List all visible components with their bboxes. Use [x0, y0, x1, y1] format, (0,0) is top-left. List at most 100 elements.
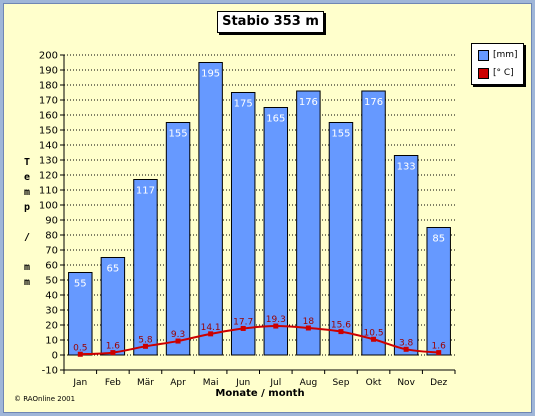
bar-value-label: 133	[397, 162, 416, 173]
legend-swatch-precip	[478, 49, 489, 61]
y-tick-label: 170	[39, 96, 58, 107]
temperature-point	[240, 325, 246, 331]
y-axis-label-char: m	[23, 262, 31, 273]
legend-item-temp: [° C]	[478, 67, 514, 79]
bar	[230, 92, 256, 356]
y-tick-label: 120	[39, 171, 58, 182]
bar-value-label: 85	[432, 234, 445, 245]
legend-label-temp: [° C]	[493, 68, 514, 78]
temperature-point	[208, 331, 214, 337]
bar-value-label: 117	[136, 186, 155, 197]
temperature-value-label: 1.6	[106, 342, 121, 352]
temperature-point	[142, 343, 148, 349]
bar-value-label: 176	[364, 97, 383, 108]
legend: [mm] [° C]	[471, 43, 524, 85]
bar-value-label: 176	[299, 97, 318, 108]
y-axis-label-char: T	[23, 157, 31, 168]
temperature-line	[80, 325, 439, 356]
y-tick-label: 20	[45, 321, 58, 332]
bar	[328, 122, 354, 356]
bar-value-label: 165	[266, 114, 285, 125]
temperature-value-label: 19.3	[266, 315, 286, 325]
y-tick-label: 10	[45, 336, 58, 347]
x-tick-label: Nov	[397, 378, 415, 388]
y-tick-label: 0	[52, 351, 58, 362]
x-tick-label: Jan	[72, 378, 87, 388]
bar	[296, 90, 321, 356]
temperature-value-label: 15.6	[331, 321, 351, 331]
x-axis-label: Monate / month	[215, 388, 305, 399]
bar	[393, 155, 419, 356]
x-tick-label: Dez	[430, 378, 447, 388]
y-axis-label-char: p	[23, 202, 31, 213]
y-tick-label: 80	[45, 231, 58, 242]
plot-area	[64, 55, 455, 370]
x-tick-label: Okt	[366, 378, 382, 388]
bar-value-label: 175	[234, 99, 253, 110]
bar	[426, 227, 451, 356]
temperature-point	[338, 329, 344, 335]
y-tick-label: 30	[45, 306, 58, 317]
legend-label-precip: [mm]	[493, 50, 518, 60]
temperature-value-label: 0.5	[73, 343, 87, 353]
temperature-value-label: 10.5	[364, 328, 384, 338]
y-tick-label: 150	[39, 126, 58, 137]
bar-value-label: 55	[74, 279, 87, 290]
bar	[263, 107, 289, 356]
y-axis-label-char: /	[23, 232, 31, 243]
chart-title: Stabio 353 m	[217, 11, 324, 33]
y-tick-label: 100	[39, 201, 58, 212]
y-tick-label: 160	[39, 111, 58, 122]
x-tick-label: Jun	[235, 378, 250, 388]
x-tick-label: Apr	[170, 378, 186, 388]
y-tick-label: 110	[39, 186, 58, 197]
temperature-point	[175, 338, 181, 344]
bar	[165, 122, 191, 356]
y-tick-label: 190	[39, 66, 58, 77]
y-tick-label: 130	[39, 156, 58, 167]
x-tick-label: Jul	[269, 378, 281, 388]
y-axis-label-char: m	[23, 187, 31, 198]
y-tick-label: 70	[45, 246, 58, 257]
y-tick-label: 180	[39, 81, 58, 92]
temperature-point	[436, 350, 442, 356]
temperature-value-label: 9.3	[171, 330, 185, 340]
bar	[361, 90, 386, 356]
x-tick-label: Sep	[332, 378, 349, 388]
bar-value-label: 195	[201, 69, 220, 80]
y-tick-label: 60	[45, 261, 58, 272]
bar	[133, 179, 158, 356]
temperature-point	[305, 325, 311, 331]
y-tick-label: 140	[39, 141, 58, 152]
y-tick-label: -10	[42, 366, 58, 377]
legend-swatch-temp	[478, 67, 489, 79]
x-tick-label: Aug	[300, 378, 318, 388]
temperature-point	[110, 350, 116, 356]
x-tick-label: Mai	[203, 378, 219, 388]
y-axis-label-char: m	[23, 277, 31, 288]
temperature-point	[371, 336, 377, 342]
x-tick-label: Mär	[137, 378, 154, 388]
temperature-value-label: 1.6	[432, 342, 447, 352]
y-tick-label: 200	[39, 51, 58, 62]
temperature-point	[273, 323, 279, 329]
y-axis-label-char: e	[23, 172, 31, 183]
y-tick-label: 50	[45, 276, 58, 287]
temperature-point	[77, 351, 83, 357]
bar	[198, 62, 223, 356]
temperature-value-label: 5.8	[138, 335, 153, 345]
bar-value-label: 155	[331, 129, 350, 140]
copyright-text: © RAOnline 2001	[14, 395, 76, 403]
legend-item-precip: [mm]	[478, 49, 518, 61]
temperature-point	[403, 346, 409, 352]
bar-value-label: 65	[107, 264, 120, 275]
y-tick-label: 90	[45, 216, 58, 227]
x-tick-label: Feb	[105, 378, 121, 388]
temperature-value-label: 14.1	[201, 323, 221, 333]
y-tick-label: 40	[45, 291, 58, 302]
temperature-value-label: 18	[303, 317, 315, 327]
bar-value-label: 155	[168, 129, 187, 140]
temperature-value-label: 3.8	[399, 338, 414, 348]
